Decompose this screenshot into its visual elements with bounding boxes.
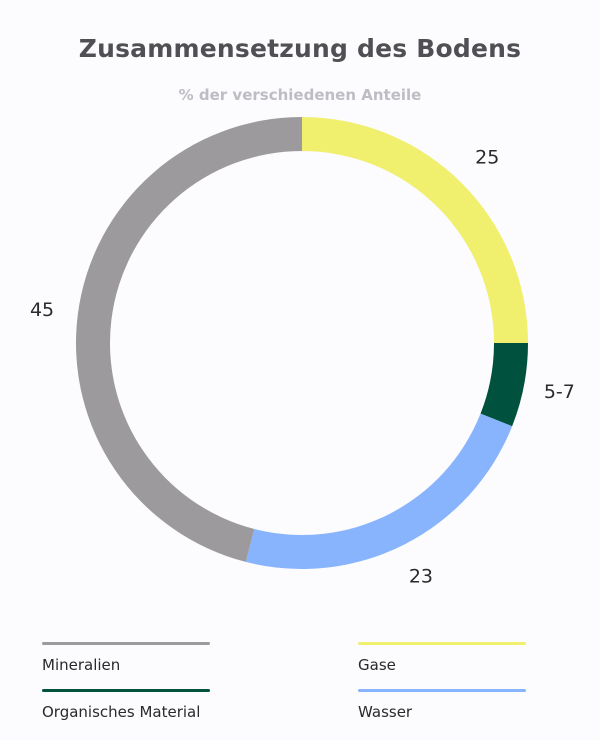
- legend-item-organisches-material: Organisches Material: [42, 689, 210, 721]
- data-label-mineralien: 45: [30, 299, 54, 321]
- donut-chart: 25 5-7 23 45: [30, 117, 575, 587]
- legend-swatch: [42, 642, 210, 645]
- legend-label: Gase: [358, 656, 396, 674]
- slice-mineralien: [76, 117, 302, 562]
- chart-title: Zusammensetzung des Bodens: [78, 34, 522, 63]
- legend-item-wasser: Wasser: [358, 689, 526, 721]
- slice-gase: [302, 117, 528, 343]
- legend-swatch: [358, 689, 526, 692]
- legend-label: Wasser: [358, 703, 413, 721]
- legend-label: Organisches Material: [42, 703, 201, 721]
- chart-subtitle: % der verschiedenen Anteile: [178, 86, 422, 104]
- data-label-organisches-material: 5-7: [544, 381, 575, 403]
- legend-item-mineralien: Mineralien: [42, 642, 210, 674]
- slice-wasser: [245, 413, 513, 569]
- legend-swatch: [358, 642, 526, 645]
- legend-swatch: [42, 689, 210, 692]
- legend-item-gase: Gase: [358, 642, 526, 674]
- slice-organisches-material: [480, 343, 528, 427]
- legend-label: Mineralien: [42, 656, 121, 674]
- data-label-gase: 25: [475, 147, 499, 169]
- data-label-wasser: 23: [409, 565, 433, 587]
